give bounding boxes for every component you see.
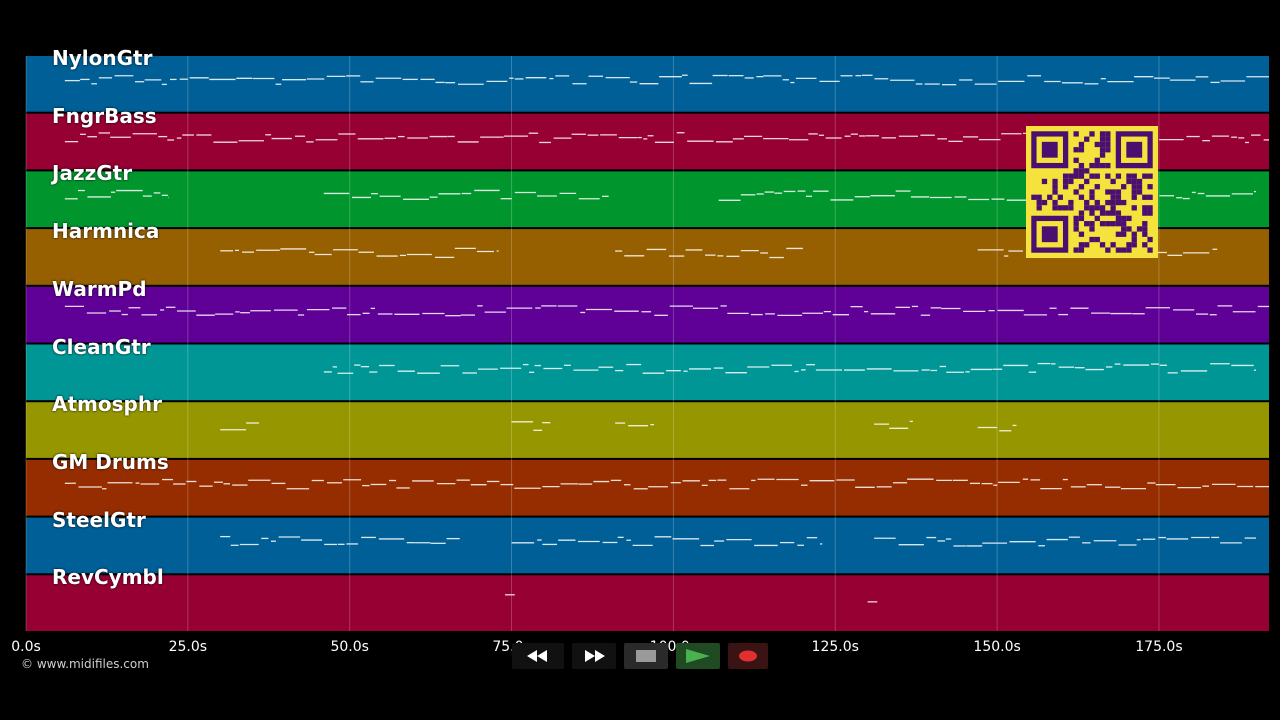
timeline-tick-label: 125.0s — [811, 639, 859, 655]
timeline-tick-label: 0.0s — [11, 639, 41, 655]
timeline-tick-label: 150.0s — [973, 639, 1021, 655]
track-lane — [26, 575, 1269, 631]
play-icon — [686, 649, 710, 663]
fast-forward-icon — [585, 650, 605, 662]
fast-forward-button[interactable] — [572, 643, 616, 669]
track-name: Atmosphr — [52, 392, 162, 417]
transport-controls — [510, 643, 770, 669]
rewind-button[interactable] — [512, 643, 564, 669]
record-button[interactable] — [728, 643, 768, 669]
track-lane — [26, 344, 1269, 401]
qr-code-icon — [1026, 126, 1158, 258]
play-button[interactable] — [676, 643, 720, 669]
track-name: WarmPd — [52, 276, 147, 301]
track-name: SteelGtr — [52, 507, 146, 532]
track-name: JazzGtr — [52, 161, 133, 186]
track-name: Harmnica — [52, 219, 160, 244]
track-lane — [26, 459, 1269, 516]
track-lane — [26, 402, 1269, 458]
copyright-text: © www.midifiles.com — [21, 657, 149, 671]
rewind-icon — [527, 650, 547, 662]
track-name: NylonGtr — [52, 46, 153, 70]
stop-button[interactable] — [624, 643, 668, 669]
timeline-tick-label: 50.0s — [330, 639, 369, 655]
track-name: GM Drums — [52, 449, 169, 474]
track-name: CleanGtr — [52, 334, 151, 359]
timeline-tick-label: 25.0s — [168, 639, 208, 655]
stop-icon — [636, 650, 656, 662]
record-icon — [739, 650, 757, 662]
track-name: FngrBass — [52, 103, 157, 128]
timeline-tick-label: 175.0s — [1135, 639, 1183, 655]
track-name: RevCymbl — [52, 565, 164, 590]
